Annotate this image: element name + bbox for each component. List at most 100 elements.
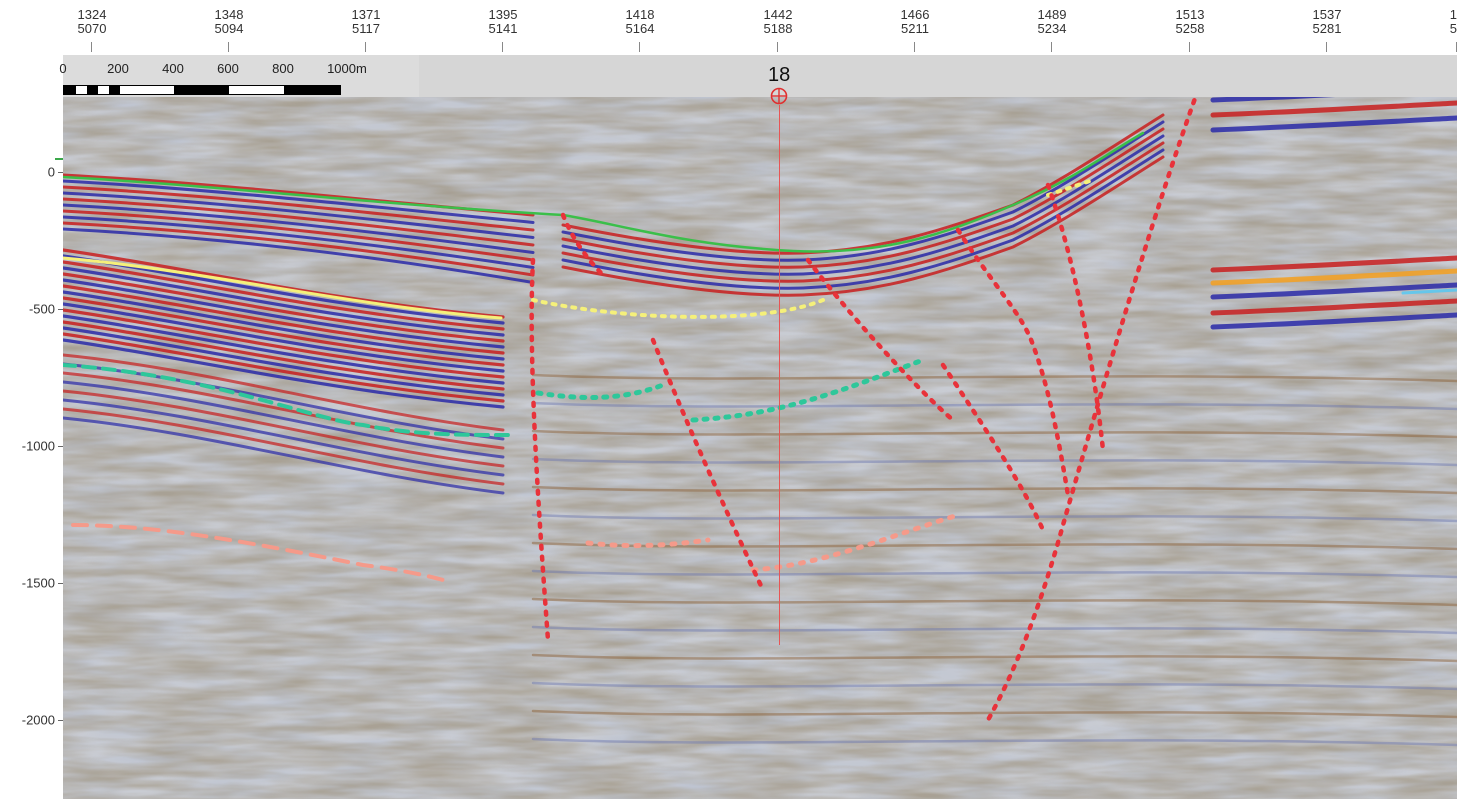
trace-number: 1513 xyxy=(1175,7,1205,22)
reflector xyxy=(63,266,505,337)
cdp-number: 5094 xyxy=(214,21,244,36)
horizon-green xyxy=(63,131,1145,253)
reflector xyxy=(63,416,505,495)
reflector xyxy=(1401,288,1457,295)
horizon-teal-dotted xyxy=(690,357,926,423)
reflector xyxy=(63,203,535,254)
fault-line-7 xyxy=(985,87,1201,723)
reflector xyxy=(63,209,535,262)
reflector xyxy=(63,338,505,409)
cdp-number: 5258 xyxy=(1175,21,1205,36)
reflector xyxy=(1210,115,1457,133)
trace-tick-2: 1371 5117 xyxy=(336,7,396,52)
reflector xyxy=(63,407,505,486)
cdp-number: 5141 xyxy=(488,21,518,36)
depth-label: -500 xyxy=(28,301,55,317)
reflector xyxy=(63,389,505,468)
reflector xyxy=(561,155,1165,297)
reflector xyxy=(561,113,1165,255)
reflector xyxy=(63,326,505,397)
trace-tick-7: 1489 5234 xyxy=(1022,7,1082,52)
cdp-number: 5234 xyxy=(1037,21,1067,36)
depth-label: 0 xyxy=(47,164,55,180)
trace-number: 1395 xyxy=(488,7,518,22)
reflector xyxy=(531,373,1457,383)
well-trajectory xyxy=(779,105,780,645)
reflector xyxy=(531,653,1457,663)
interpreted-faults xyxy=(529,87,1201,723)
reflector xyxy=(63,296,505,367)
trace-tick-10: 1553 xyxy=(1427,8,1457,52)
horizon-teal-dotted xyxy=(535,382,666,401)
reflector xyxy=(63,353,505,432)
trace-number: 1371 xyxy=(351,7,381,22)
reflector xyxy=(63,380,505,459)
reflector xyxy=(1210,268,1457,286)
cdp-number: 53 xyxy=(1449,21,1457,36)
reflector xyxy=(1210,255,1457,273)
trace-number: 1442 xyxy=(763,7,793,22)
scale-label: 200 xyxy=(107,61,129,76)
reflector xyxy=(63,284,505,355)
horizon-salmon-dotted xyxy=(750,512,961,573)
trace-tick-5: 1442 5188 xyxy=(748,7,808,52)
reflector xyxy=(1210,100,1457,118)
cdp-number: 5164 xyxy=(625,21,655,36)
reflector xyxy=(531,569,1457,579)
reflector xyxy=(63,260,505,331)
horizon-teal-dashed xyxy=(63,363,510,437)
trace-tick-4: 1418 5164 xyxy=(610,7,670,52)
reflector xyxy=(63,308,505,379)
trace-tick-3: 1395 5141 xyxy=(473,7,533,52)
trace-number: 1324 xyxy=(77,7,107,22)
reflector xyxy=(531,737,1457,747)
header-strip xyxy=(419,55,1457,97)
reflector xyxy=(63,272,505,343)
well-symbol-icon[interactable] xyxy=(770,87,788,105)
trace-number: 1418 xyxy=(625,7,655,22)
trace-number: 1489 xyxy=(1037,7,1067,22)
trace-number: 1348 xyxy=(214,7,244,22)
reflector xyxy=(63,227,535,284)
scale-bar xyxy=(63,85,341,95)
reflector xyxy=(561,141,1165,283)
cdp-number: 5188 xyxy=(763,21,793,36)
trace-tick-0: 1324 5070 xyxy=(62,7,122,52)
reflector xyxy=(63,221,535,277)
reflector xyxy=(63,278,505,349)
reflector xyxy=(531,485,1457,495)
depth-label: -1500 xyxy=(21,575,55,591)
fault-line-1 xyxy=(560,212,606,278)
well-name: 18 xyxy=(768,64,791,86)
reflector xyxy=(561,134,1165,276)
trace-number: 1537 xyxy=(1312,7,1342,22)
reflector xyxy=(531,513,1457,523)
reflector xyxy=(1210,298,1457,316)
seismic-section[interactable] xyxy=(63,55,1457,799)
reflector xyxy=(531,429,1457,439)
reflector xyxy=(63,332,505,403)
reflector xyxy=(63,314,505,385)
horizon-salmon-dotted xyxy=(585,537,711,549)
seismic-image xyxy=(63,55,1457,799)
trace-tick-9: 1537 5281 xyxy=(1297,7,1357,52)
reflector xyxy=(531,457,1457,467)
trace-tick-8: 1513 5258 xyxy=(1160,7,1220,52)
trace-tick-1: 1348 5094 xyxy=(199,7,259,52)
reflector xyxy=(63,398,505,477)
scale-bar-panel: 0 200 400 600 800 1000m xyxy=(59,55,419,97)
reflector xyxy=(561,120,1165,262)
fault-line-4 xyxy=(940,362,1046,533)
horizon-salmon-dashed xyxy=(71,523,445,582)
horizon-yellow-dotted xyxy=(531,298,825,319)
fault-line-5 xyxy=(955,227,1071,498)
cdp-number: 5281 xyxy=(1312,21,1342,36)
depth-label: -2000 xyxy=(21,712,55,728)
cdp-number: 5070 xyxy=(77,21,107,36)
trace-number: 1466 xyxy=(900,7,930,22)
reflector xyxy=(1210,312,1457,330)
cdp-number: 5211 xyxy=(901,21,929,36)
reflector xyxy=(63,179,535,224)
interpreted-horizons xyxy=(63,131,1145,582)
reflector xyxy=(1210,282,1457,300)
